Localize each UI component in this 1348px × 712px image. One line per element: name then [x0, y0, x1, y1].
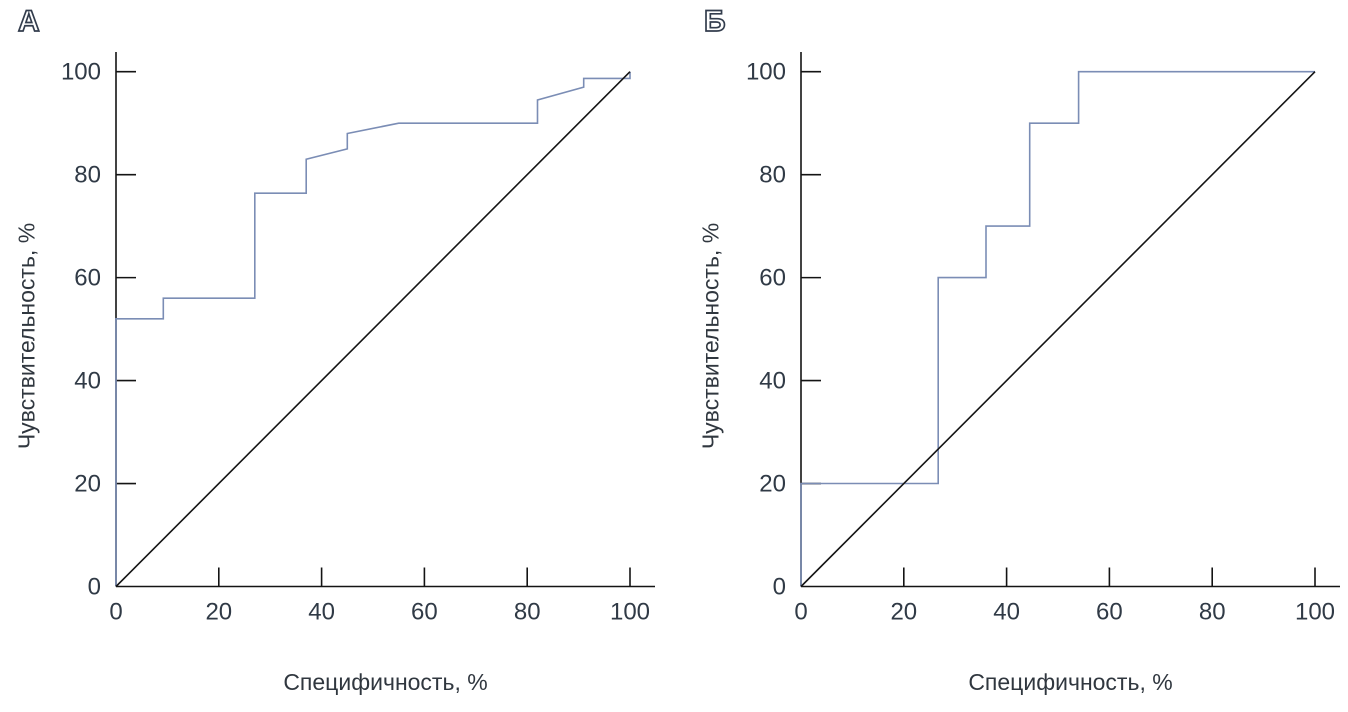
y-tick-label: 40	[74, 368, 101, 395]
y-tick-label: 0	[88, 574, 101, 601]
chance-diagonal-line	[800, 71, 1316, 588]
y-tick-label: 40	[759, 368, 786, 395]
y-tick-label: 20	[74, 471, 101, 498]
x-tick-label: 40	[308, 599, 335, 626]
roc-chart-a: 0 20 40 60 80 100 0 20 40 60 80 100	[61, 52, 655, 626]
x-tick-label: 20	[890, 599, 917, 626]
x-tick-label: 80	[514, 599, 541, 626]
x-axis-title-a: Специфичность, %	[283, 669, 488, 695]
panel-label-a: А	[17, 5, 40, 38]
y-tick-label: 60	[74, 265, 101, 292]
y-tick-label: 100	[61, 59, 101, 86]
x-tick-label: 60	[1096, 599, 1123, 626]
y-tick-label: 80	[759, 162, 786, 189]
x-tick-label: 40	[993, 599, 1020, 626]
x-axis-title-b: Специфичность, %	[968, 669, 1173, 695]
chance-diagonal-line	[115, 71, 631, 588]
roc-chart-b: 0 20 40 60 80 100 0 20 40 60 80 100	[746, 52, 1340, 626]
x-tick-label: 80	[1199, 599, 1226, 626]
roc-panel-a: 0 20 40 60 80 100 0 20 40 60 80 100 А Чувствительно…	[13, 5, 655, 695]
x-tick-label: 60	[411, 599, 438, 626]
x-tick-label: 0	[794, 599, 807, 626]
y-tick-label: 0	[773, 574, 786, 601]
y-tick-label: 60	[759, 265, 786, 292]
y-axis-title-a: Чувствительность, %	[13, 222, 40, 450]
x-tick-label: 100	[610, 599, 650, 626]
panel-label-b: Б	[703, 5, 726, 38]
x-tick-label: 100	[1295, 599, 1335, 626]
y-tick-label: 100	[746, 59, 786, 86]
roc-panel-b: 0 20 40 60 80 100 0 20 40 60 80 100 Б Чувствительно…	[674, 0, 1348, 712]
y-axis-title-b: Чувствительность, %	[697, 222, 724, 450]
roc-curve	[115, 71, 631, 587]
x-tick-label: 0	[109, 599, 122, 626]
y-tick-label: 20	[759, 471, 786, 498]
roc-curve	[800, 70, 1315, 587]
x-tick-label: 20	[205, 599, 232, 626]
y-tick-label: 80	[74, 162, 101, 189]
